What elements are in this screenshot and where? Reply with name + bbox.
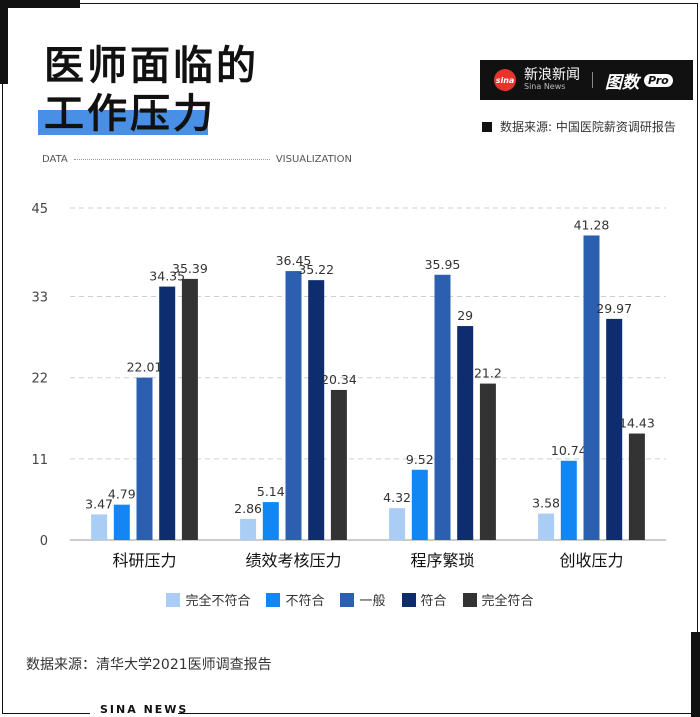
bar	[560, 460, 577, 540]
legend-swatch	[340, 592, 355, 607]
y-tick-label: 11	[31, 453, 48, 468]
bar	[411, 469, 428, 540]
data-label: 4.32	[383, 490, 411, 505]
data-label: 41.28	[574, 217, 610, 232]
legend-swatch	[166, 592, 181, 607]
bar	[330, 389, 347, 540]
bar	[240, 518, 257, 540]
data-label: 20.34	[321, 372, 357, 387]
logo-name-cn: 新浪新闻	[524, 67, 580, 84]
data-label: 3.58	[532, 496, 560, 511]
frame-corner-top-left-bar	[0, 0, 80, 8]
x-category-label: 程序繁琐	[410, 551, 474, 570]
logo-text: 新浪新闻 Sina News	[524, 68, 580, 91]
legend-item: 不符合	[266, 590, 324, 609]
legend-item: 完全不符合	[166, 590, 250, 609]
y-tick-label: 33	[31, 291, 48, 306]
bar	[606, 318, 623, 540]
title-highlight	[38, 110, 208, 135]
legend-swatch	[401, 592, 416, 607]
logo-separator	[592, 72, 593, 88]
legend-item: 符合	[401, 590, 447, 609]
frame-left-line	[2, 84, 3, 714]
legend-label: 符合	[420, 594, 447, 609]
bar	[457, 326, 474, 540]
data-label: 22.01	[127, 360, 163, 375]
source-top: 数据来源: 中国医院薪资调研报告	[482, 118, 676, 135]
bar	[113, 504, 130, 540]
bar	[136, 377, 153, 540]
bar	[538, 513, 555, 540]
logo-pro-badge: Pro	[644, 73, 673, 87]
bar	[262, 502, 279, 540]
y-tick-label: 45	[31, 202, 48, 217]
frame-right-line	[697, 3, 698, 633]
bar	[389, 508, 406, 540]
legend-item: 完全符合	[462, 590, 534, 609]
chart-legend: 完全不符合 不符合 一般 符合 完全符合	[0, 590, 700, 609]
bar	[479, 383, 496, 540]
data-label: 29	[457, 308, 473, 323]
sina-news-logo: sina 新浪新闻 Sina News 图数 Pro	[480, 60, 693, 100]
frame-bottom-line-right	[178, 713, 691, 714]
x-category-label: 科研压力	[112, 551, 176, 570]
bar	[434, 274, 451, 540]
data-label: 10.74	[551, 443, 587, 458]
bar	[285, 271, 302, 540]
bar	[91, 514, 108, 540]
logo-brand: 图数	[605, 72, 639, 93]
data-label: 9.52	[406, 452, 434, 467]
data-label: 21.2	[474, 366, 502, 381]
source-top-text: 数据来源: 中国医院薪资调研报告	[500, 120, 676, 134]
bar	[583, 235, 600, 541]
visualization-label: VISUALIZATION	[275, 154, 352, 165]
frame-bottom-line-left	[2, 713, 90, 714]
data-label: 29.97	[596, 301, 632, 316]
x-category-label: 创收压力	[559, 551, 623, 570]
data-visualization-rule: DATA VISUALIZATION	[42, 154, 352, 165]
dotted-rule	[73, 159, 270, 160]
bar	[308, 280, 325, 540]
frame-corner-top-left	[0, 0, 8, 84]
legend-label: 完全不符合	[185, 594, 251, 609]
sina-eye-logo-icon: sina	[494, 69, 516, 91]
data-label: 14.43	[619, 416, 655, 431]
data-label: DATA	[42, 154, 68, 165]
legend-label: 完全符合	[481, 594, 534, 609]
data-label: 3.47	[85, 496, 113, 511]
y-tick-label: 22	[31, 372, 48, 387]
data-label: 35.95	[425, 257, 461, 272]
data-label: 5.14	[257, 484, 285, 499]
data-label: 35.22	[298, 262, 334, 277]
legend-swatch	[266, 592, 281, 607]
source-bottom: 数据来源：清华大学2021医师调查报告	[26, 657, 272, 673]
data-label: 34.35	[149, 269, 185, 284]
y-tick-label: 0	[40, 534, 48, 549]
legend-item: 一般	[340, 590, 386, 609]
bar	[181, 278, 198, 540]
data-label: 36.45	[276, 253, 312, 268]
footer-brand: SINA NEWS	[100, 703, 189, 716]
legend-swatch	[462, 592, 477, 607]
data-label: 2.86	[234, 501, 262, 516]
legend-label: 一般	[359, 594, 386, 609]
logo-name-en: Sina News	[524, 82, 566, 92]
legend-label: 不符合	[285, 594, 325, 609]
page-title-line1: 医师面临的	[44, 43, 259, 89]
data-label: 35.39	[172, 261, 208, 276]
page-title-line2: 工作压力	[44, 91, 216, 137]
frame-corner-bottom-right	[691, 632, 700, 717]
bar	[159, 286, 176, 540]
source-square-icon	[482, 121, 492, 132]
bar	[628, 433, 645, 540]
x-category-label: 绩效考核压力	[245, 551, 341, 570]
frame-top-line	[80, 3, 697, 4]
data-label: 4.79	[108, 487, 136, 502]
